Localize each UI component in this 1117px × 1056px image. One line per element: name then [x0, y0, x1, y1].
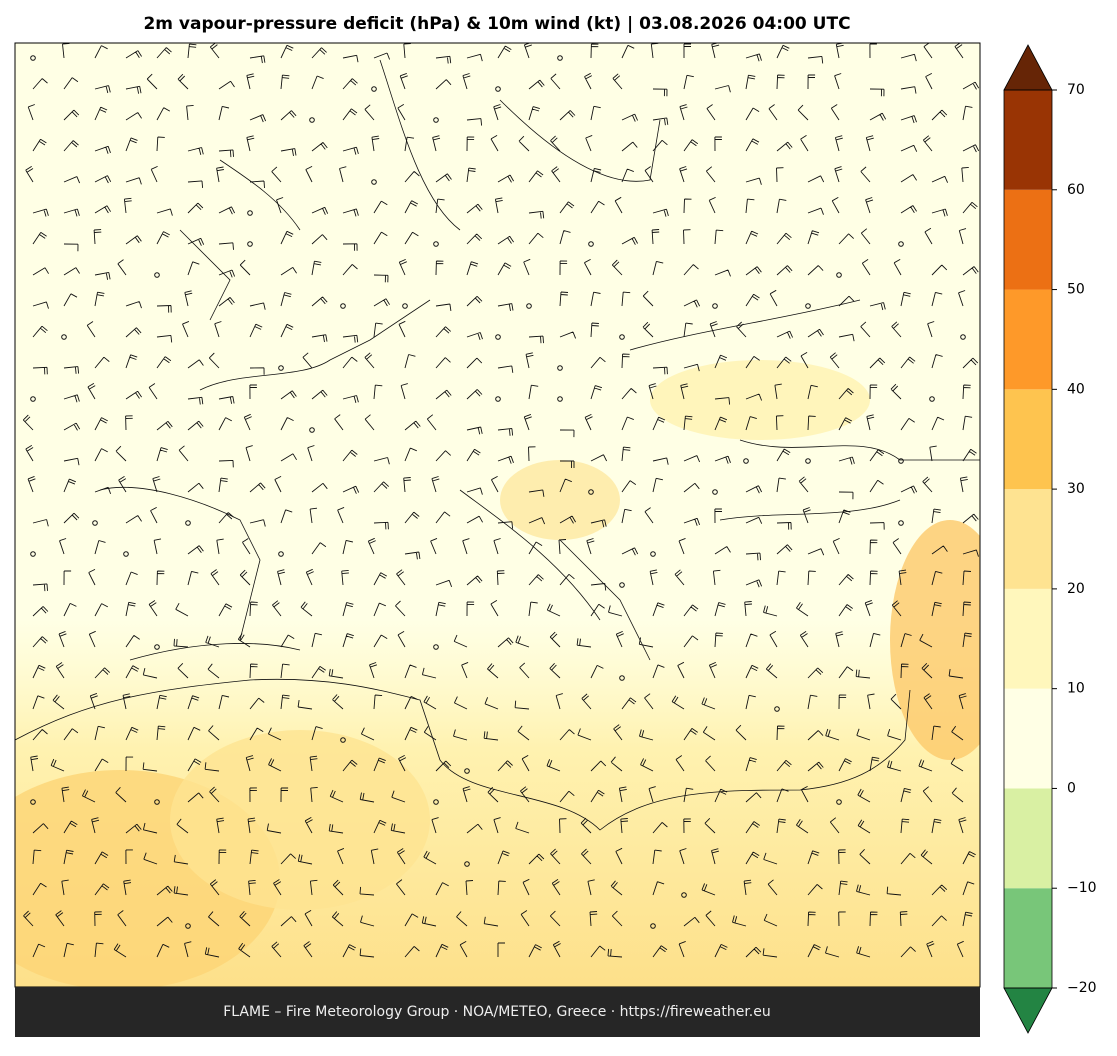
calm-marker [557, 396, 563, 402]
footer-bar [15, 987, 980, 1037]
colorbar-tick-label: 50 [1067, 282, 1085, 298]
calm-marker [836, 799, 842, 805]
calm-marker [340, 737, 346, 743]
calm-marker [433, 241, 439, 247]
calm-marker [247, 210, 253, 216]
calm-marker [154, 272, 160, 278]
colorbar-tick-label: −10 [1067, 880, 1097, 896]
calm-marker [30, 799, 36, 805]
colorbar-segment [1004, 289, 1052, 390]
calm-marker [464, 768, 470, 774]
colorbar-segment [1004, 189, 1052, 290]
vpd-field [500, 460, 620, 540]
calm-marker [495, 334, 501, 340]
calm-marker [464, 861, 470, 867]
vpd-field [890, 520, 980, 760]
calm-marker [371, 179, 377, 185]
calm-marker [371, 86, 377, 92]
calm-marker [712, 303, 718, 309]
calm-marker [774, 706, 780, 712]
calm-marker [30, 551, 36, 557]
calm-marker [154, 799, 160, 805]
calm-marker [433, 799, 439, 805]
calm-marker [619, 675, 625, 681]
calm-marker [309, 427, 315, 433]
calm-marker [309, 117, 315, 123]
calm-marker [30, 396, 36, 402]
calm-marker [960, 334, 966, 340]
colorbar-tick-label: −20 [1067, 980, 1097, 996]
calm-marker [278, 551, 284, 557]
calm-marker [743, 458, 749, 464]
calm-marker [185, 520, 191, 526]
colorbar-segment [1004, 90, 1052, 190]
calm-marker [898, 458, 904, 464]
colorbar-tick-label: 30 [1067, 481, 1085, 497]
calm-marker [123, 551, 129, 557]
title: 2m vapour-pressure deficit (hPa) & 10m w… [143, 14, 850, 34]
calm-marker [340, 303, 346, 309]
colorbar-tick-label: 40 [1067, 381, 1085, 397]
calm-marker [278, 365, 284, 371]
calm-marker [805, 458, 811, 464]
colorbar-segment [1004, 389, 1052, 490]
calm-marker [402, 303, 408, 309]
colorbar-tick-label: 70 [1067, 82, 1085, 98]
calm-marker [495, 86, 501, 92]
calm-marker [495, 396, 501, 402]
calm-marker [681, 892, 687, 898]
wind-barbs [22, 43, 980, 958]
calm-marker [433, 644, 439, 650]
colorbar-tick-label: 0 [1067, 780, 1076, 796]
map [15, 43, 980, 987]
colorbar-under [1003, 987, 1053, 1034]
colorbar-tick-label: 60 [1067, 182, 1085, 198]
calm-marker [619, 334, 625, 340]
calm-marker [185, 923, 191, 929]
calm-marker [526, 303, 532, 309]
colorbar-frame [1003, 89, 1053, 989]
colorbar-segment [1004, 788, 1052, 889]
calm-marker [557, 55, 563, 61]
calm-marker [650, 551, 656, 557]
calm-marker [898, 520, 904, 526]
colorbar-segment [1004, 888, 1052, 988]
footer-text: FLAME – Fire Meteorology Group · NOA/MET… [223, 1004, 771, 1020]
calm-marker [247, 241, 253, 247]
calm-marker [61, 334, 67, 340]
calm-marker [712, 489, 718, 495]
calm-marker [929, 396, 935, 402]
calm-marker [650, 923, 656, 929]
calm-marker [92, 520, 98, 526]
calm-markers [30, 55, 966, 929]
colorbar-segment [1004, 688, 1052, 789]
calm-marker [805, 303, 811, 309]
coastlines [15, 59, 980, 831]
colorbar-segment [1004, 489, 1052, 589]
colorbar: −20 −10 0 10 20 30 40 50 60 70 [1003, 44, 1097, 1034]
calm-marker [588, 241, 594, 247]
colorbar-tick-label: 10 [1067, 681, 1085, 697]
colorbar-segment [1004, 588, 1052, 689]
calm-marker [30, 55, 36, 61]
calm-marker [154, 644, 160, 650]
colorbar-over [1003, 44, 1053, 91]
calm-marker [898, 241, 904, 247]
vpd-field [170, 730, 430, 910]
calm-marker [588, 489, 594, 495]
colorbar-tick-label: 20 [1067, 581, 1085, 597]
calm-marker [557, 365, 563, 371]
vpd-field [650, 360, 870, 440]
calm-marker [433, 117, 439, 123]
calm-marker [836, 272, 842, 278]
calm-marker [619, 582, 625, 588]
